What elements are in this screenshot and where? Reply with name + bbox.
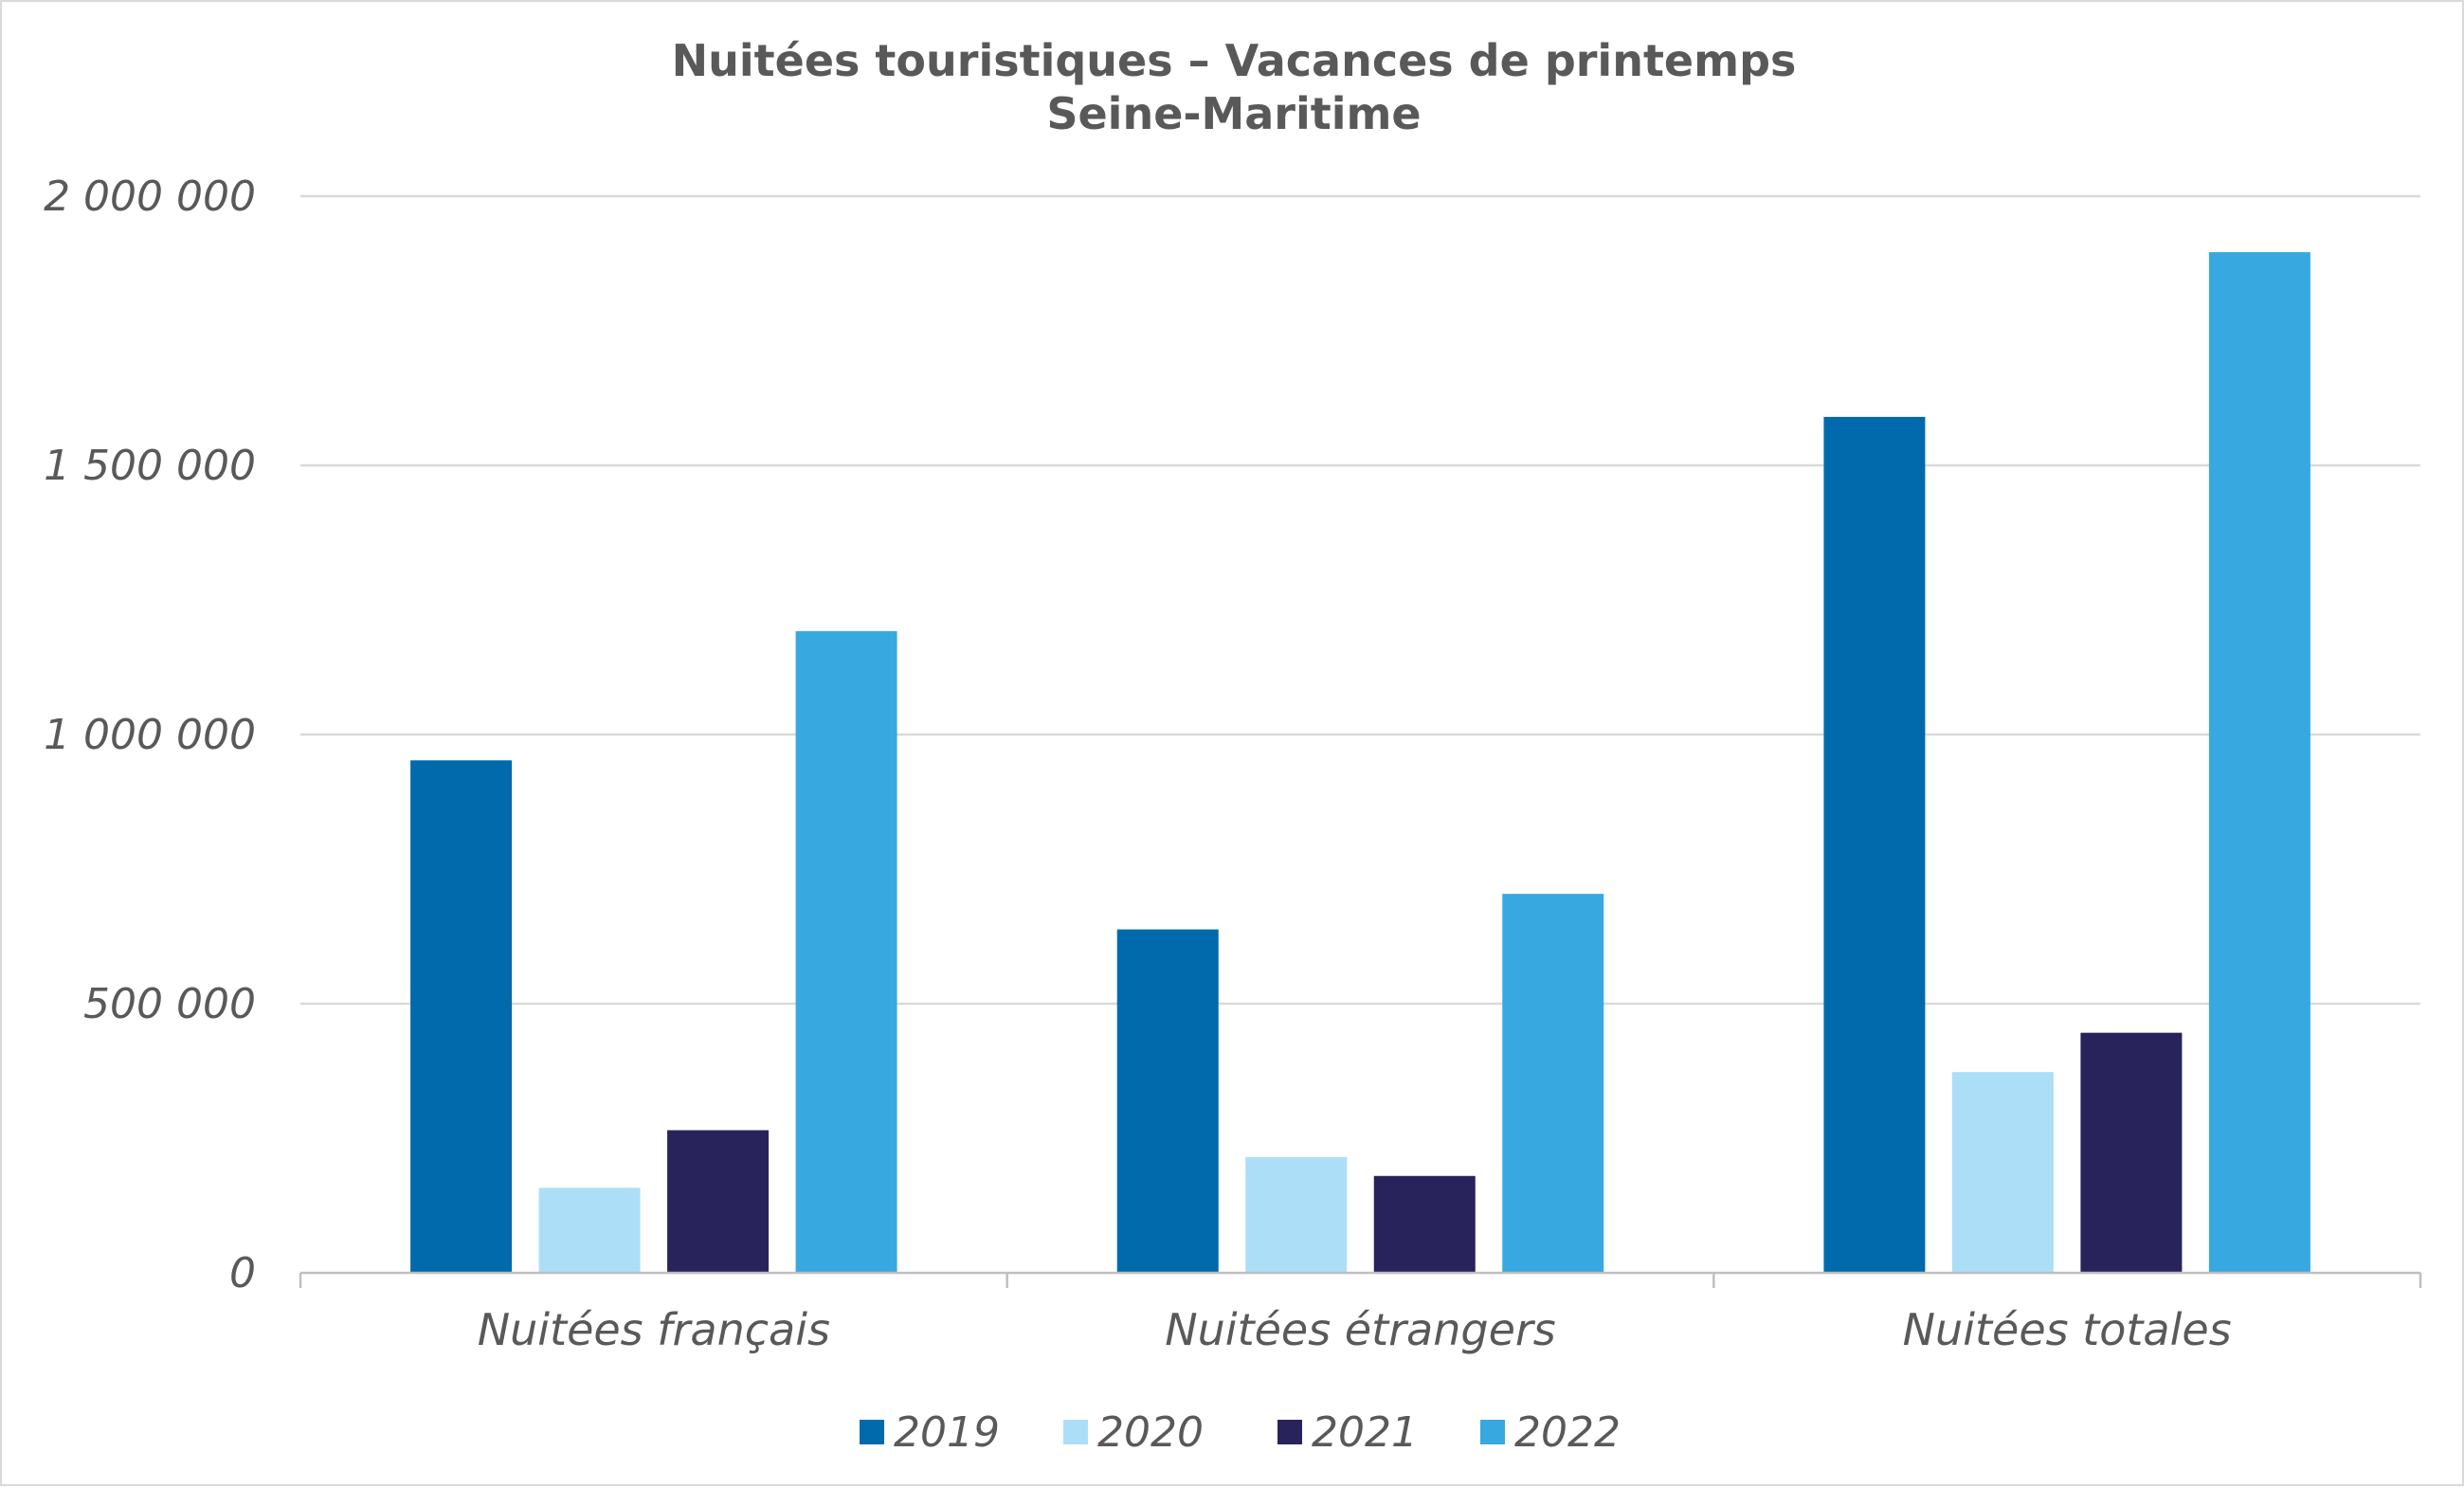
legend-label-2022: 2022 (1514, 1408, 1621, 1457)
legend-swatch-2019 (860, 1420, 884, 1444)
y-tick-label: 500 000 (83, 980, 256, 1028)
x-axis (299, 1271, 2422, 1288)
x-category-label: Nuitées étrangers (1165, 1304, 1556, 1355)
bar-2020-1 (538, 1188, 641, 1273)
y-axis-ticks: 0 500 000 1 000 000 1 500 000 2 000 000 (44, 172, 256, 1297)
bar-2020-2 (1245, 1156, 1348, 1273)
y-tick-label: 1 000 000 (44, 711, 256, 759)
bar-2021-2 (1373, 1175, 1476, 1273)
y-tick-label: 0 (229, 1249, 256, 1297)
bar-2019-3 (1823, 416, 1926, 1273)
bar-2019-2 (1116, 929, 1219, 1273)
legend: 2019 2020 2021 2022 (860, 1408, 1621, 1457)
legend-swatch-2020 (1063, 1420, 1088, 1444)
x-category-label: Nuitées français (478, 1304, 830, 1355)
bar-2022-1 (795, 630, 897, 1273)
chart-subtitle: Seine-Maritime (1046, 88, 1421, 139)
legend-swatch-2022 (1480, 1420, 1505, 1444)
x-category-label: Nuitées totales (1903, 1304, 2232, 1355)
bar-2019-1 (410, 760, 513, 1273)
gridlines (300, 194, 2420, 1006)
bar-2022-3 (2208, 252, 2310, 1273)
y-tick-label: 2 000 000 (44, 172, 256, 221)
bar-2022-2 (1502, 894, 1604, 1273)
legend-swatch-2021 (1277, 1420, 1302, 1444)
legend-label-2021: 2021 (1312, 1408, 1418, 1457)
legend-label-2019: 2019 (894, 1408, 1000, 1457)
y-tick-label: 1 500 000 (44, 442, 256, 490)
bar-2020-3 (1951, 1072, 2054, 1273)
legend-label-2020: 2020 (1097, 1408, 1204, 1457)
bar-2021-3 (2080, 1032, 2183, 1273)
bars (410, 252, 2310, 1273)
bar-2021-1 (667, 1130, 770, 1273)
x-axis-categories: Nuitées français Nuitées étrangers Nuitées… (478, 1304, 2232, 1355)
chart-title: Nuitées touristiques – Vacances de print… (672, 35, 1797, 86)
